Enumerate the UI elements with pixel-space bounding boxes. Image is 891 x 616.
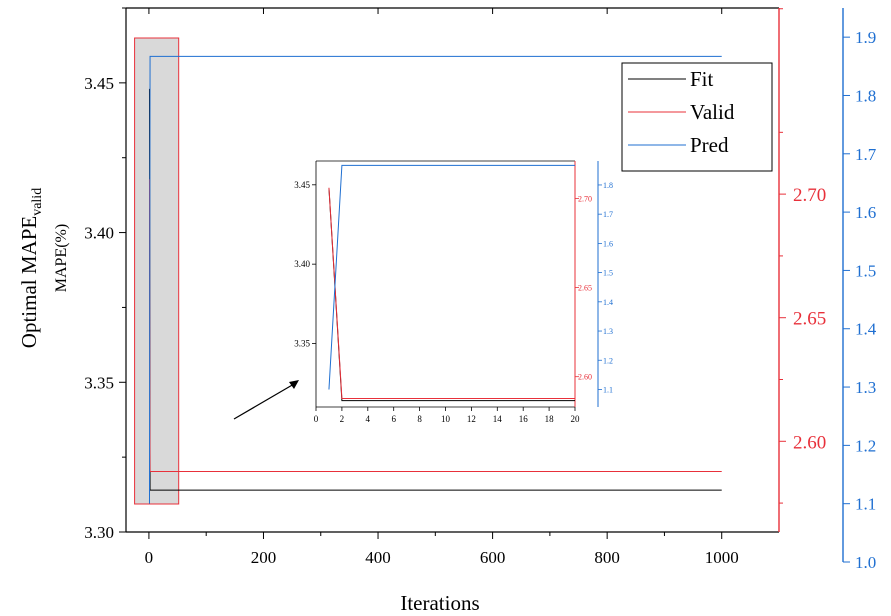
pred-axis-tick-label: 1.6 [855, 203, 876, 222]
inset-series-line-valid [328, 187, 575, 399]
y-axis-secondary-title: MAPE(%) [53, 224, 70, 292]
inset-pred-tick-label: 1.3 [603, 327, 613, 336]
x-axis-title: Iterations [400, 591, 479, 615]
inset-x-tick-label: 10 [441, 414, 451, 424]
pred-axis-tick-label: 1.5 [855, 261, 876, 280]
legend-label-pred: Pred [690, 133, 729, 157]
inset-x-tick-label: 16 [519, 414, 529, 424]
pred-axis-tick-label: 1.2 [855, 436, 876, 455]
inset-x-tick-label: 4 [366, 414, 371, 424]
inset-left-tick-label: 3.35 [294, 339, 310, 349]
inset-pred-tick-label: 1.8 [603, 181, 613, 190]
series-line-pred [148, 55, 722, 504]
inset-valid-tick-label: 2.70 [578, 194, 592, 203]
inset-pred-tick-label: 1.6 [603, 239, 613, 248]
inset-x-tick-label: 18 [545, 414, 555, 424]
valid-axis-tick-label: 2.65 [793, 309, 826, 330]
inset-x-tick-label: 0 [314, 414, 319, 424]
inset-pred-tick-label: 1.5 [603, 269, 613, 278]
legend-label-valid: Valid [690, 100, 735, 124]
inset-pred-tick-label: 1.1 [603, 385, 613, 394]
inset-series-line-pred [328, 164, 575, 390]
inset-pred-tick-label: 1.2 [603, 356, 613, 365]
inset-background [316, 161, 575, 407]
pred-axis-tick-label: 1.1 [855, 495, 876, 514]
y-axis-title-subscript: valid [30, 188, 45, 216]
inset-valid-tick-label: 2.65 [578, 284, 592, 293]
left-tick-label: 3.35 [84, 373, 114, 392]
inset-arrow-head [289, 380, 299, 389]
inset-x-tick-label: 20 [571, 414, 581, 424]
valid-axis-tick-label: 2.60 [793, 432, 826, 453]
inset-x-tick-label: 2 [340, 414, 345, 424]
x-tick-label: 800 [594, 548, 620, 567]
pred-axis-tick-label: 1.8 [855, 86, 876, 105]
inset-pred-tick-label: 1.7 [603, 210, 613, 219]
x-tick-label: 400 [365, 548, 391, 567]
x-tick-label: 0 [145, 548, 154, 567]
pred-axis-tick-label: 1.4 [855, 320, 877, 339]
left-tick-label: 3.40 [84, 224, 114, 243]
inset-left-tick-label: 3.45 [294, 180, 310, 190]
pred-axis-tick-label: 1.3 [855, 378, 876, 397]
x-tick-label: 600 [480, 548, 506, 567]
inset-valid-tick-label: 2.60 [578, 373, 592, 382]
legend-label-fit: Fit [690, 67, 714, 91]
x-tick-label: 200 [251, 548, 277, 567]
inset-pred-tick-label: 1.4 [603, 298, 613, 307]
legend-box [621, 62, 773, 172]
left-tick-label: 3.30 [84, 523, 114, 542]
pred-axis-tick-label: 1.7 [855, 145, 877, 164]
inset-x-tick-label: 12 [467, 414, 476, 424]
y-axis-title: Optimal MAPEvalid [17, 188, 45, 348]
highlight-region [134, 37, 180, 505]
inset-arrow-line [233, 383, 295, 420]
inset-left-tick-label: 3.40 [294, 259, 310, 269]
inset-x-tick-label: 14 [493, 414, 503, 424]
valid-axis-tick-label: 2.70 [793, 185, 826, 206]
x-tick-label: 1000 [705, 548, 739, 567]
inset-x-tick-label: 6 [391, 414, 396, 424]
pred-axis-tick-label: 1.0 [855, 553, 876, 572]
pred-axis-tick-label: 1.9 [855, 28, 876, 47]
left-tick-label: 3.45 [84, 74, 114, 93]
inset-x-tick-label: 8 [417, 414, 422, 424]
